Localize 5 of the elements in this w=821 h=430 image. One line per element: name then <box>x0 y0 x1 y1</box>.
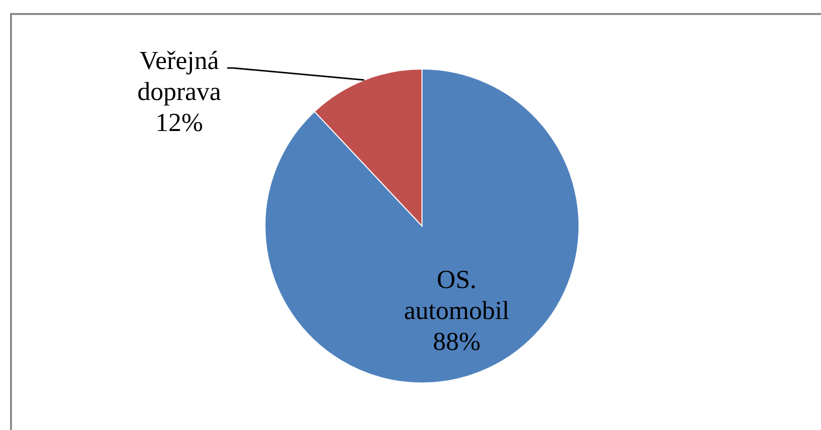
data-label: 88% <box>432 326 481 356</box>
slice-label: OS. automobil <box>404 264 510 325</box>
slice-label: Veřejná doprava <box>137 46 222 106</box>
pie-slice <box>264 68 580 384</box>
data-label: 12% <box>155 108 204 138</box>
